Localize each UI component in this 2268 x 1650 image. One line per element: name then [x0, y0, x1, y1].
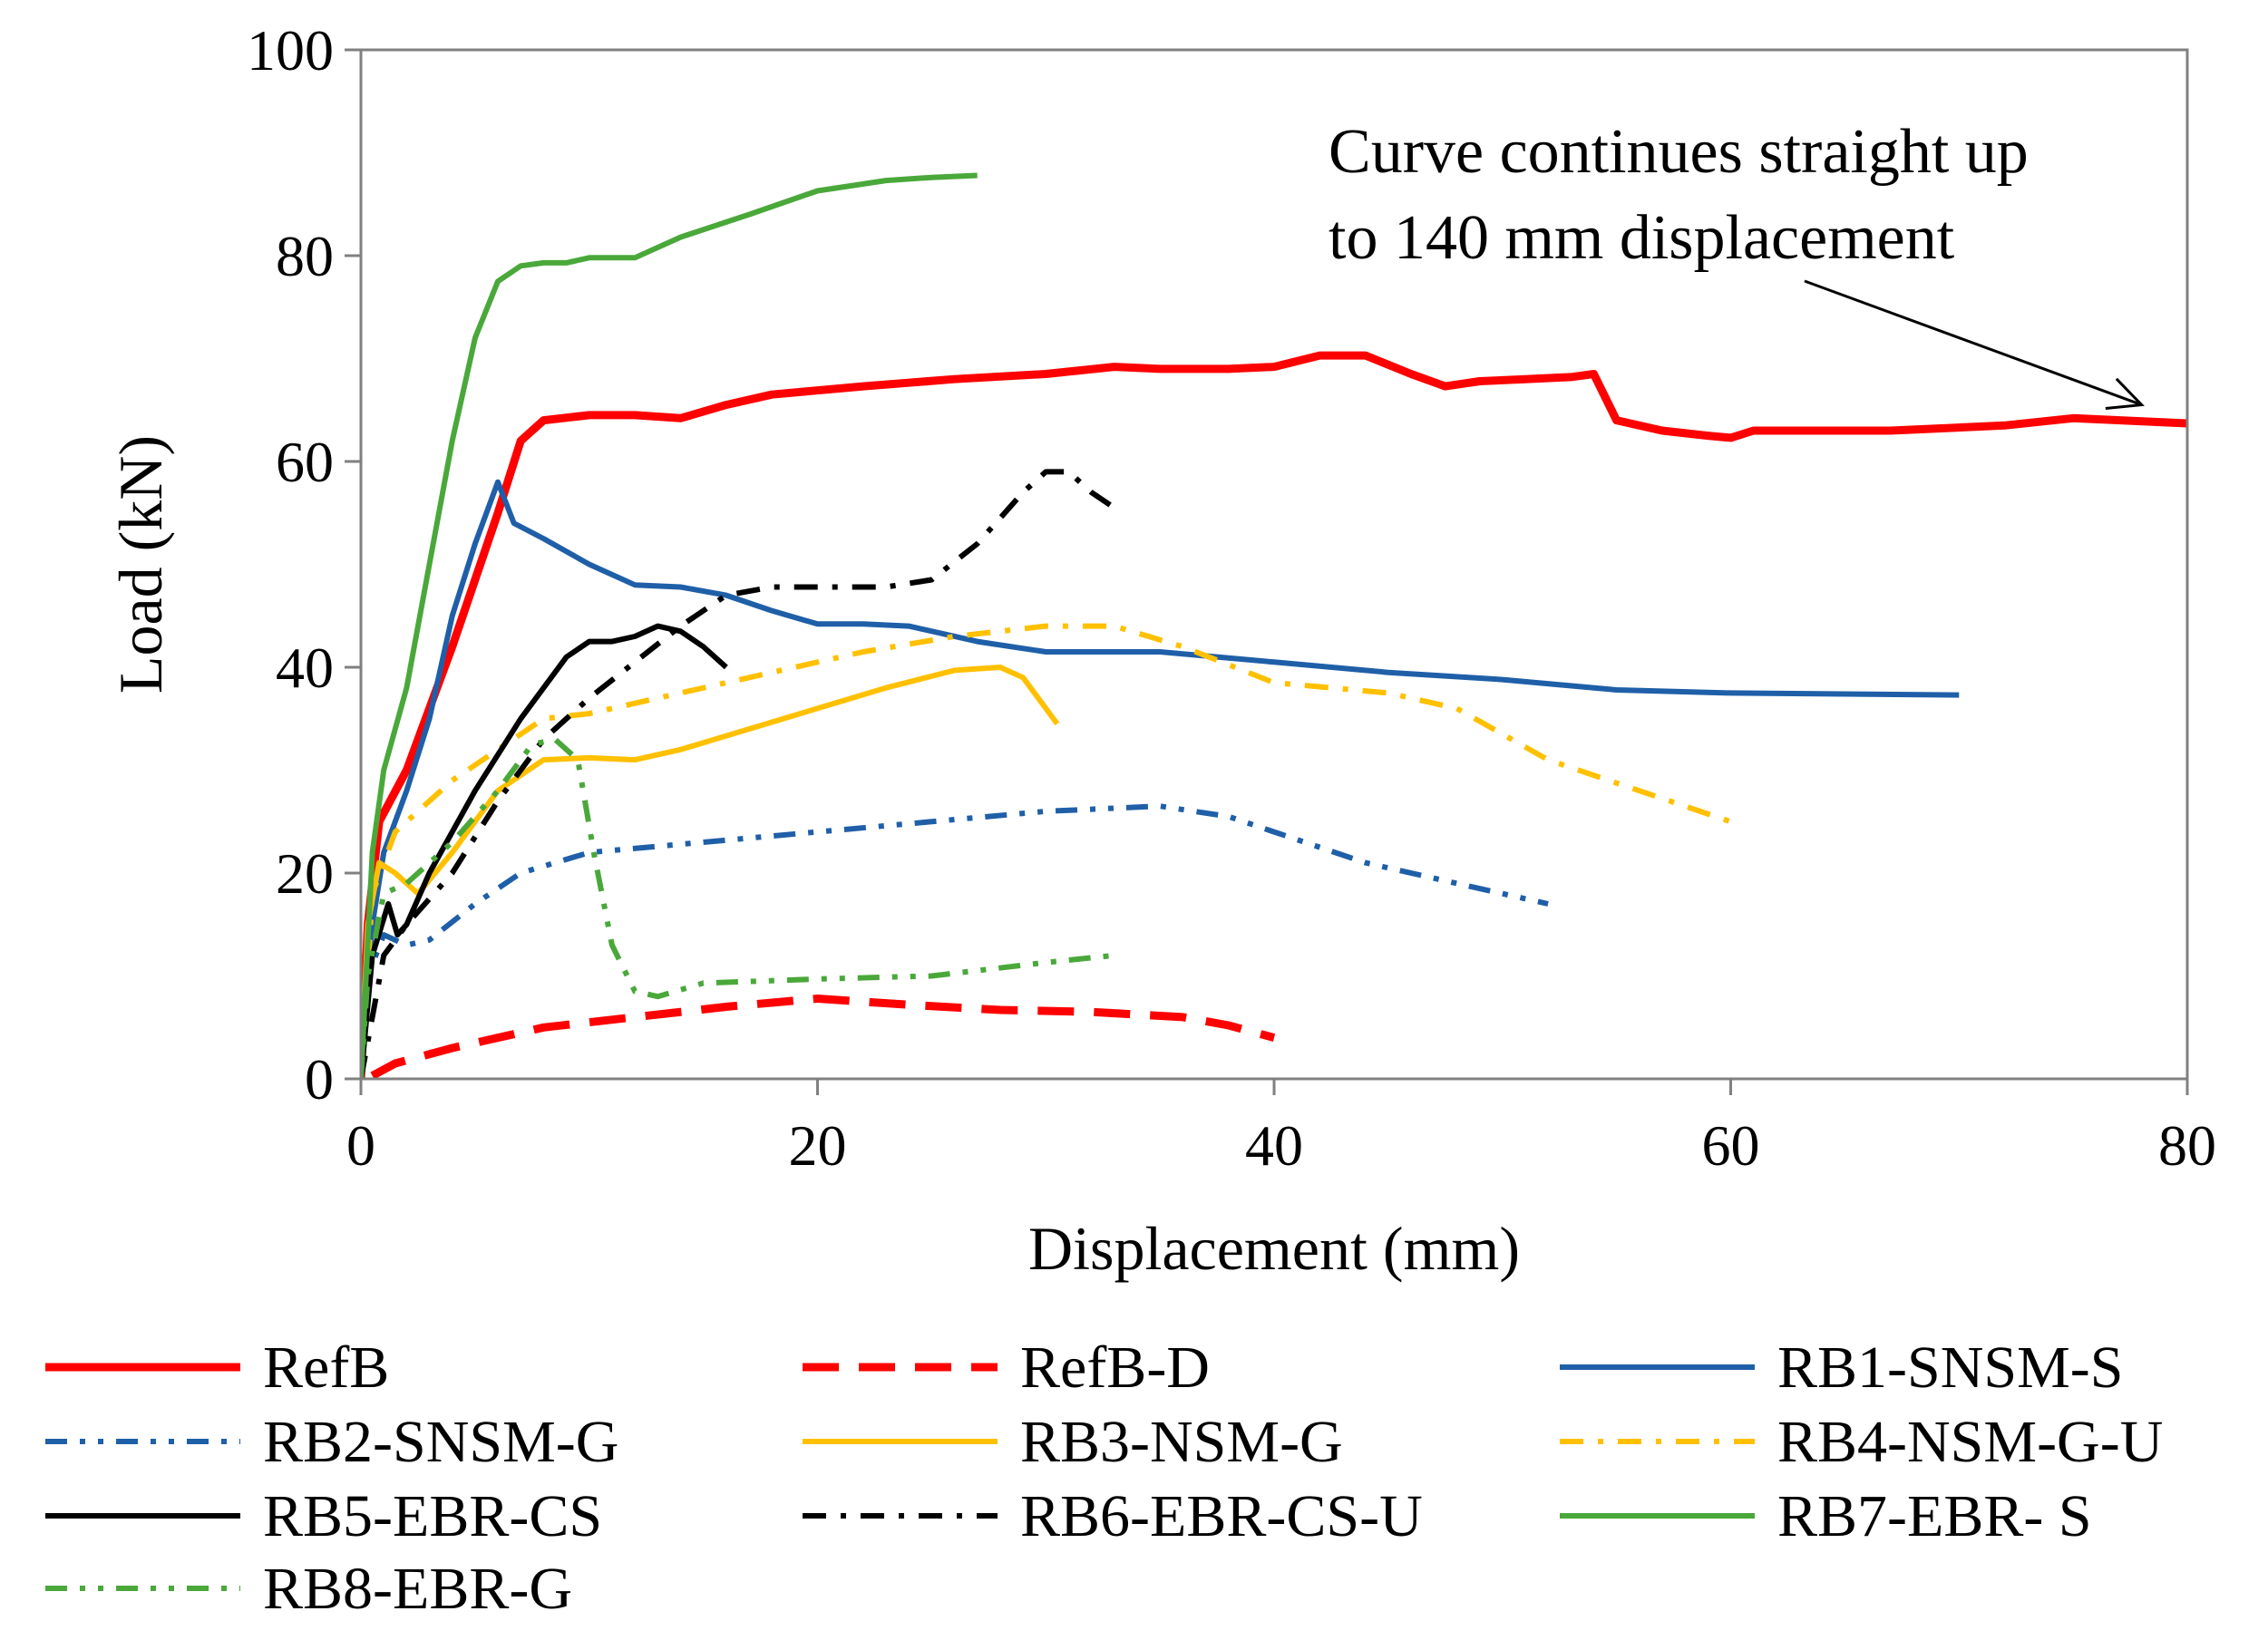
- annotation-line-2: to 140 mm displacement: [1329, 203, 1955, 273]
- y-tick-label: 80: [276, 224, 334, 288]
- load-displacement-chart: 0 20 40 60 80 100 0 20 40 60 80 Displacement (mm) Lo…: [0, 0, 2268, 1650]
- y-tick-label: 20: [276, 841, 334, 906]
- series-line-refb-d: [373, 999, 1274, 1076]
- y-tick-label: 40: [276, 636, 334, 700]
- x-tick-label: 40: [1245, 1113, 1303, 1178]
- legend: RefB RefB-D RB1-SNSM-S RB2-SNSM-G RB3-NSM-G R…: [45, 1335, 2163, 1622]
- series-line-rb3-nsm-g: [361, 667, 1057, 1079]
- x-tick-label: 60: [1702, 1113, 1760, 1178]
- legend-label-refb-d: RefB-D: [1020, 1335, 1210, 1401]
- y-tick-label: 100: [247, 18, 334, 82]
- plot-area: [361, 176, 2187, 1080]
- x-tick-label: 80: [2158, 1113, 2216, 1178]
- x-axis-title: Displacement (mm): [1028, 1214, 1520, 1283]
- series-line-refb: [361, 355, 2187, 1079]
- annotation-line-1: Curve continues straight up: [1329, 117, 2029, 187]
- y-axis-title: Load (kN): [106, 435, 175, 694]
- legend-label-rb8-ebr-g: RB8-EBR-G: [263, 1556, 572, 1622]
- legend-label-rb4-nsm-g-u: RB4-NSM-G-U: [1777, 1409, 2163, 1475]
- legend-label-rb6-ebr-cs-u: RB6-EBR-CS-U: [1020, 1483, 1423, 1549]
- legend-label-rb3-nsm-g: RB3-NSM-G: [1020, 1409, 1343, 1475]
- x-tick-label: 20: [789, 1113, 847, 1178]
- x-tick-label: 0: [346, 1113, 375, 1178]
- y-tick-label: 60: [276, 430, 334, 494]
- legend-label-rb5-ebr-cs: RB5-EBR-CS: [263, 1483, 602, 1549]
- annotation: Curve continues straight up to 140 mm di…: [1329, 117, 2029, 273]
- annotation-arrow-line: [1805, 281, 2142, 405]
- legend-label-rb7-ebr-s: RB7-EBR- S: [1777, 1483, 2092, 1549]
- series-line-rb1-snsm-s: [361, 482, 1959, 1079]
- series-line-rb2-snsm-g: [361, 806, 1548, 1079]
- legend-label-rb2-snsm-g: RB2-SNSM-G: [263, 1409, 618, 1475]
- legend-label-refb: RefB: [263, 1335, 389, 1401]
- series-line-rb6-ebr-cs-u: [361, 471, 1115, 1079]
- legend-label-rb1-snsm-s: RB1-SNSM-S: [1777, 1335, 2123, 1401]
- y-tick-label: 0: [305, 1047, 334, 1111]
